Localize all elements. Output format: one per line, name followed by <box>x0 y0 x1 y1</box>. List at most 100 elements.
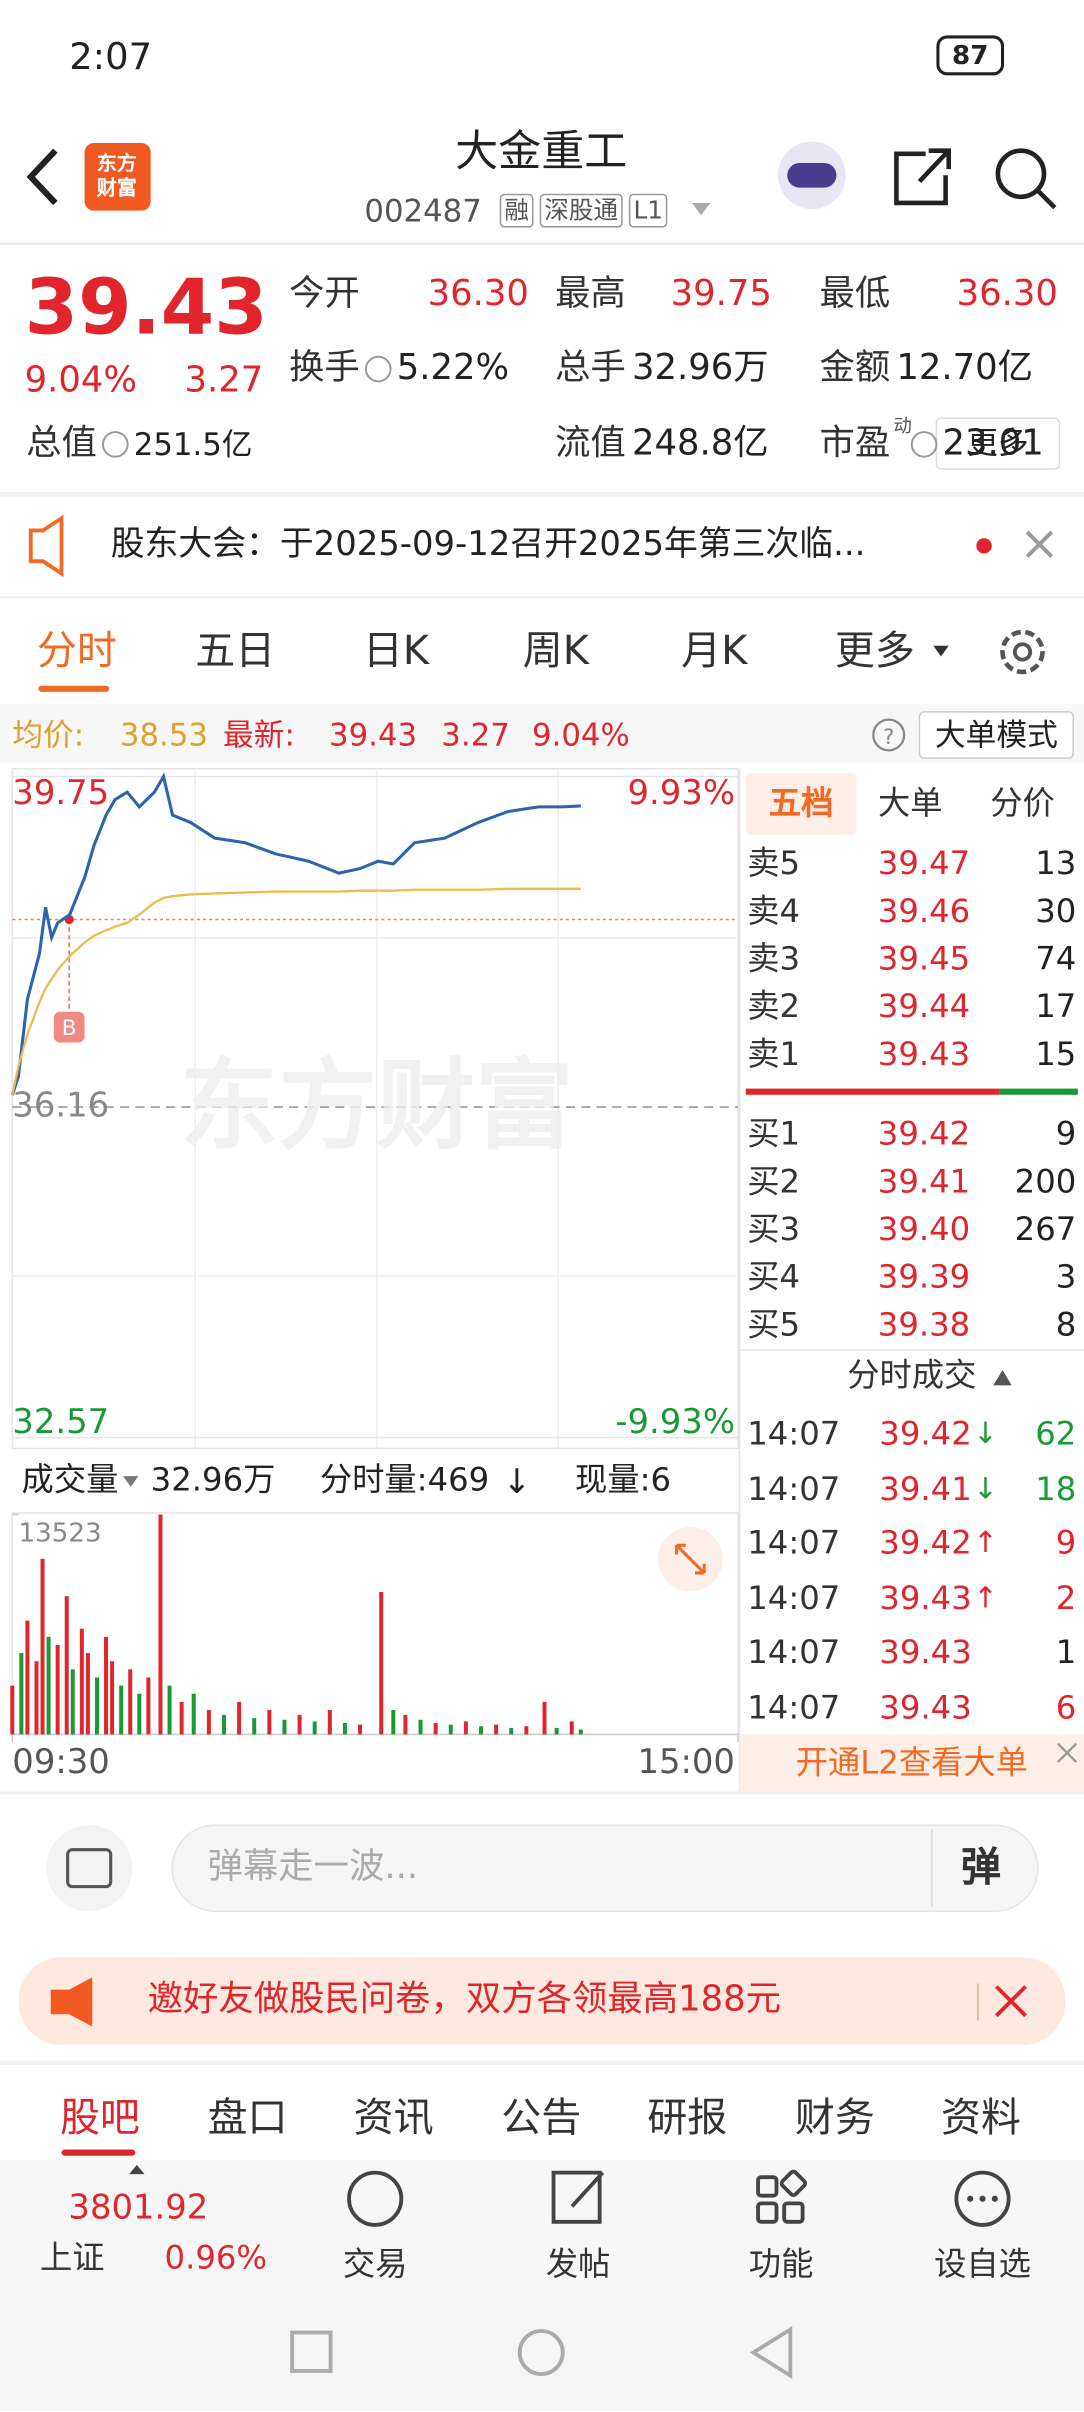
index-value[interactable]: 3801.92 <box>68 2189 209 2228</box>
tab[interactable]: 分时 <box>36 628 117 676</box>
volume-bar <box>448 1724 453 1735</box>
trade-icon[interactable] <box>347 2170 404 2227</box>
tab[interactable]: 日K <box>362 628 430 676</box>
promo-banner[interactable] <box>18 1957 1066 2045</box>
close-icon[interactable] <box>1057 1742 1078 1763</box>
dropdown-icon[interactable] <box>123 1476 139 1487</box>
tab[interactable]: 周K <box>522 628 589 676</box>
bid-strength-bar <box>999 1088 1078 1095</box>
tab-active-bg <box>745 773 857 835</box>
volume-bar <box>494 1724 499 1735</box>
stat-value: 36.30 <box>427 274 529 315</box>
stat-label: 市盈 <box>819 423 891 464</box>
nav-item[interactable]: 交易 <box>342 2245 408 2283</box>
avg-price: 38.53 <box>119 716 208 754</box>
recent-apps-button[interactable] <box>290 2330 333 2373</box>
volume-bar <box>237 1701 242 1735</box>
sub-tab[interactable]: 资讯 <box>353 2095 434 2142</box>
more-button-text[interactable]: 更多 <box>967 424 1029 462</box>
sub-tab[interactable]: 盘口 <box>207 2095 288 2142</box>
trade-price: 39.42 <box>879 1415 972 1453</box>
trade-price: 39.42 <box>879 1524 972 1562</box>
danmaku-input[interactable] <box>171 1824 1039 1912</box>
stock-code: 002487 <box>364 192 482 230</box>
sub-tab[interactable]: 财务 <box>794 2095 875 2142</box>
avg-label: 均价: <box>12 716 85 754</box>
sub-tab[interactable]: 研报 <box>647 2095 728 2142</box>
help-icon[interactable] <box>872 718 906 752</box>
stat-label: 总值 <box>26 423 97 464</box>
nav-item[interactable]: 功能 <box>748 2245 814 2283</box>
speaker-icon <box>28 514 64 578</box>
mode-button-text[interactable]: 大单模式 <box>934 716 1058 754</box>
watchlist-icon[interactable] <box>954 2170 1011 2227</box>
settings-icon[interactable] <box>1000 629 1045 675</box>
volume-bar <box>158 1514 163 1735</box>
stat-value: 12.70亿 <box>896 348 1034 389</box>
book-label: 卖3 <box>747 940 801 978</box>
book-label: 卖2 <box>747 987 801 1025</box>
caret-icon <box>129 2164 145 2175</box>
share-icon[interactable] <box>894 148 951 206</box>
volume-label[interactable]: 成交量 <box>21 1461 119 1499</box>
danmaku-placeholder[interactable]: 弹幕走一波... <box>207 1847 419 1888</box>
nav-item[interactable]: 设自选 <box>934 2245 1031 2283</box>
book-qty: 8 <box>1055 1306 1077 1344</box>
stat-value: 251.5亿 <box>133 425 253 463</box>
trade-qty: 2 <box>1055 1579 1077 1617</box>
promo-text[interactable]: 邀好友做股民问卷，双方各领最高188元 <box>147 1979 781 2020</box>
sub-tab[interactable]: 股吧 <box>59 2095 140 2142</box>
sub-tab[interactable]: 公告 <box>501 2095 582 2142</box>
volume-bar <box>312 1721 317 1735</box>
danmaku-settings-icon <box>66 1848 113 1889</box>
trade-qty: 6 <box>1055 1689 1077 1726</box>
danmaku-settings-button[interactable] <box>46 1825 133 1912</box>
system-nav-bg <box>0 2295 1084 2411</box>
book-tab[interactable]: 五档 <box>768 784 834 822</box>
notice-text[interactable]: 股东大会：于2025-09-12召开2025年第三次临... <box>110 525 866 565</box>
volume-max-label: 13523 <box>18 1518 102 1550</box>
minute-volume: 分时量:469 <box>319 1461 490 1499</box>
nav-item[interactable]: 发帖 <box>545 2245 611 2283</box>
logo-text: 东方财富 <box>96 152 137 200</box>
volume-bar <box>146 1677 151 1735</box>
trade-price: 39.41 <box>879 1470 972 1507</box>
feature-icon-part <box>756 2201 779 2224</box>
dropdown-icon[interactable] <box>691 202 711 216</box>
assistant-face <box>787 162 837 188</box>
search-icon[interactable] <box>995 148 1047 200</box>
x-tick-label: 15:00 <box>637 1743 735 1783</box>
book-label: 买4 <box>747 1258 801 1296</box>
info-icon <box>102 431 129 458</box>
back-icon[interactable] <box>26 148 58 206</box>
l2-banner-text[interactable]: 开通L2查看大单 <box>795 1744 1028 1782</box>
feature-icon[interactable] <box>756 2175 779 2198</box>
home-button[interactable] <box>517 2329 565 2376</box>
volume-bar <box>64 1596 69 1735</box>
post-icon[interactable] <box>551 2170 605 2224</box>
tab[interactable]: 月K <box>681 628 748 676</box>
close-icon[interactable] <box>994 1985 1027 2018</box>
info-icon <box>910 431 938 458</box>
divider <box>0 1791 1084 1795</box>
volume-bar <box>10 1685 15 1735</box>
book-label: 买5 <box>747 1306 801 1344</box>
book-price: 39.46 <box>877 892 971 930</box>
trade-arrow: ↑ <box>973 1581 998 1615</box>
danmaku-button[interactable]: 弹 <box>960 1845 1001 1892</box>
tab[interactable]: 五日 <box>195 628 276 676</box>
trade-time: 14:07 <box>747 1579 841 1617</box>
book-tab[interactable]: 分价 <box>990 784 1055 822</box>
tab[interactable]: 更多 <box>834 628 915 676</box>
back-button[interactable] <box>749 2325 793 2380</box>
divider <box>0 2060 1084 2065</box>
close-icon[interactable] <box>1025 530 1054 558</box>
help-mark: ? <box>883 725 894 750</box>
volume-bar <box>206 1710 211 1735</box>
book-tab[interactable]: 大单 <box>877 784 943 822</box>
l2-banner-bg[interactable] <box>739 1734 1084 1792</box>
sub-tab[interactable]: 资料 <box>940 2095 1021 2142</box>
mode-button[interactable] <box>918 711 1075 759</box>
y2-tick-label: 9.93% <box>627 774 735 814</box>
